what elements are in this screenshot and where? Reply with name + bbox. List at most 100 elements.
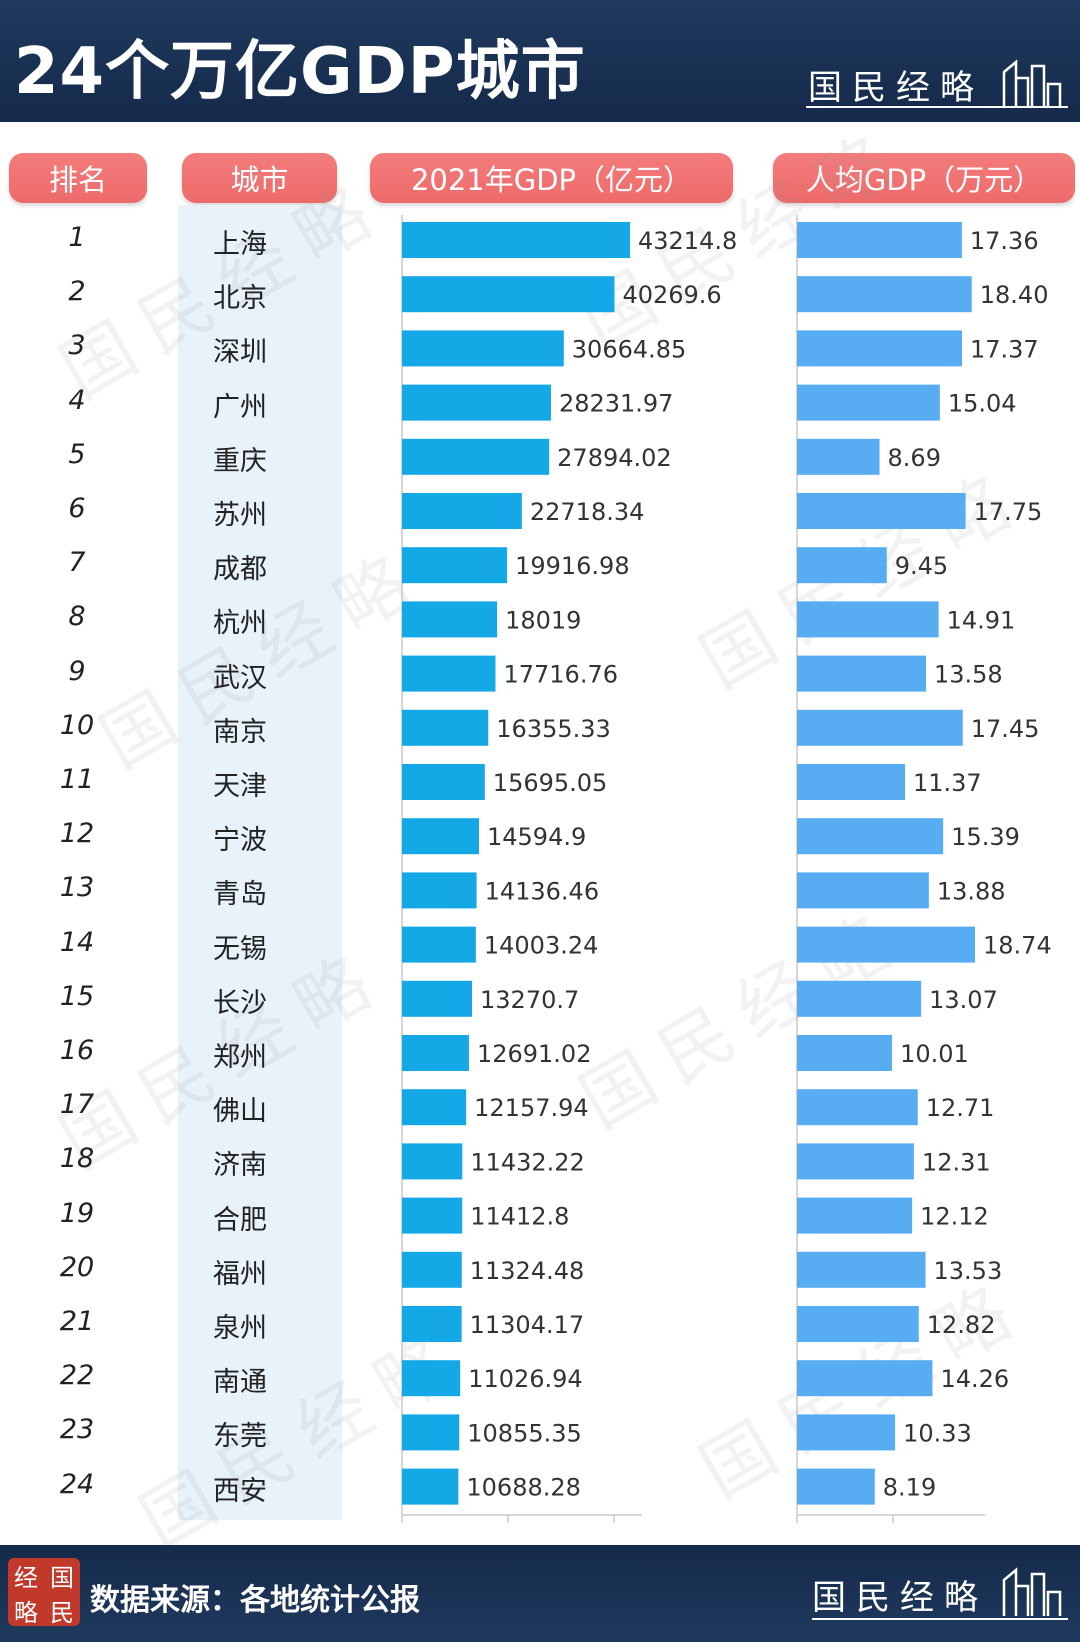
brand-logo: 经 国 略 民 <box>8 1558 80 1627</box>
gdp-bar <box>402 872 477 909</box>
city-label: 泉州 <box>213 1313 267 1344</box>
per-capita-value-label: 8.19 <box>883 1474 936 1502</box>
per-capita-value-label: 8.69 <box>888 444 941 472</box>
per-capita-value-label: 11.37 <box>913 769 982 797</box>
header-bar <box>0 0 1080 122</box>
per-capita-value-label: 10.01 <box>900 1040 969 1068</box>
gdp-column-header: 2021年GDP（亿元） <box>370 153 733 203</box>
city-column-background <box>178 205 342 1520</box>
rank-label: 22 <box>59 1360 95 1392</box>
logo-char: 国 <box>50 1564 74 1592</box>
gdp-value-label: 11324.48 <box>470 1257 585 1285</box>
footer-brand-name: 国民经略 <box>812 1578 988 1618</box>
city-label: 苏州 <box>213 500 267 531</box>
rank-label: 13 <box>59 872 95 904</box>
rank-label: 23 <box>59 1414 95 1446</box>
city-label: 宁波 <box>213 825 267 857</box>
gdp-bar <box>402 1468 459 1505</box>
rank-label: 3 <box>68 330 86 362</box>
rank-label: 8 <box>68 601 86 633</box>
city-label: 北京 <box>213 283 267 315</box>
rank-label: 7 <box>68 547 86 579</box>
per-capita-value-label: 15.04 <box>948 390 1017 418</box>
gdp-value-label: 11304.17 <box>470 1311 585 1339</box>
city-label: 上海 <box>213 229 267 260</box>
gdp-bar <box>402 1360 461 1397</box>
per-capita-bar <box>797 1143 914 1180</box>
per-capita-bar <box>797 709 963 746</box>
city-label: 重庆 <box>213 445 267 477</box>
per-capita-value-label: 17.37 <box>970 335 1039 363</box>
per-capita-value-label: 9.45 <box>895 552 948 580</box>
per-capita-bar <box>797 1414 896 1451</box>
gdp-bar <box>402 438 550 475</box>
rank-label: 24 <box>59 1468 95 1500</box>
gdp-bar <box>402 709 489 746</box>
rank-column-header: 排名 <box>9 153 147 203</box>
city-label: 广州 <box>213 391 267 423</box>
gdp-bar <box>402 1414 460 1451</box>
per-capita-value-label: 17.36 <box>970 227 1039 255</box>
city-label: 东莞 <box>213 1421 267 1453</box>
city-label: 成都 <box>213 554 267 586</box>
city-label: 佛山 <box>213 1096 267 1128</box>
rank-label: 16 <box>59 1035 95 1066</box>
gdp-value-label: 18019 <box>505 606 581 634</box>
per-capita-value-label: 13.53 <box>934 1257 1003 1285</box>
gdp-value-label: 12157.94 <box>474 1094 589 1122</box>
city-label: 长沙 <box>213 987 267 1019</box>
rank-label: 5 <box>68 438 86 470</box>
logo-char: 略 <box>14 1599 38 1627</box>
building-icon <box>1002 59 1062 108</box>
gdp-bar <box>402 1035 469 1071</box>
gdp-bar <box>402 926 476 963</box>
gdp-value-label: 11412.8 <box>470 1203 569 1231</box>
per-capita-value-label: 12.31 <box>922 1148 991 1176</box>
per-capita-bar <box>797 276 972 313</box>
per-capita-bar <box>797 1035 893 1071</box>
page-title: 24个万亿GDP城市 <box>14 35 586 109</box>
city-label: 杭州 <box>213 608 267 640</box>
rank-label: 19 <box>59 1197 95 1229</box>
gdp-value-label: 17716.76 <box>503 661 618 689</box>
footer-building-icon <box>1002 1567 1062 1616</box>
per-capita-value-label: 17.75 <box>974 498 1043 526</box>
rank-label: 1 <box>68 222 86 253</box>
gdp-bar <box>402 1306 462 1342</box>
per-capita-value-label: 14.26 <box>940 1365 1009 1393</box>
per-capita-bar <box>797 655 926 692</box>
gdp-bar <box>402 330 564 367</box>
data-source: 数据来源：各地统计公报 <box>90 1583 420 1618</box>
gdp-value-label: 12691.02 <box>477 1040 592 1068</box>
per-capita-bar <box>797 330 962 367</box>
per-capita-value-label: 12.82 <box>927 1311 996 1339</box>
gdp-value-label: 30664.85 <box>572 335 687 363</box>
city-label: 南通 <box>213 1367 267 1399</box>
gdp-value-label: 14594.9 <box>487 823 586 851</box>
rank-label: 4 <box>68 384 86 416</box>
per-capita-value-label: 17.45 <box>971 715 1040 743</box>
per-capita-value-label: 10.33 <box>903 1419 972 1447</box>
rank-label: 18 <box>59 1143 95 1175</box>
rank-label: 10 <box>59 709 95 741</box>
brand-name: 国民经略 <box>808 68 984 108</box>
gdp-value-label: 10688.28 <box>466 1474 581 1502</box>
gdp-value-label: 14003.24 <box>484 932 599 960</box>
per-capita-bar <box>797 1468 875 1505</box>
gdp-value-label: 10855.35 <box>467 1419 582 1447</box>
per-capita-bar <box>797 1197 913 1234</box>
gdp-value-label: 16355.33 <box>496 715 611 743</box>
per-capita-bar <box>797 872 929 909</box>
city-label: 天津 <box>213 771 267 802</box>
per-capita-value-label: 15.39 <box>951 823 1020 851</box>
city-label: 武汉 <box>213 662 267 694</box>
gdp-bar <box>402 547 508 584</box>
city-label: 合肥 <box>213 1204 267 1236</box>
gdp-bar <box>402 1143 463 1180</box>
per-capita-value-label: 12.71 <box>926 1094 995 1122</box>
per-capita-bar <box>797 438 880 475</box>
per-capita-bar <box>797 1306 919 1342</box>
per-capita-value-label: 18.74 <box>983 932 1052 960</box>
gdp-value-label: 22718.34 <box>530 498 645 526</box>
